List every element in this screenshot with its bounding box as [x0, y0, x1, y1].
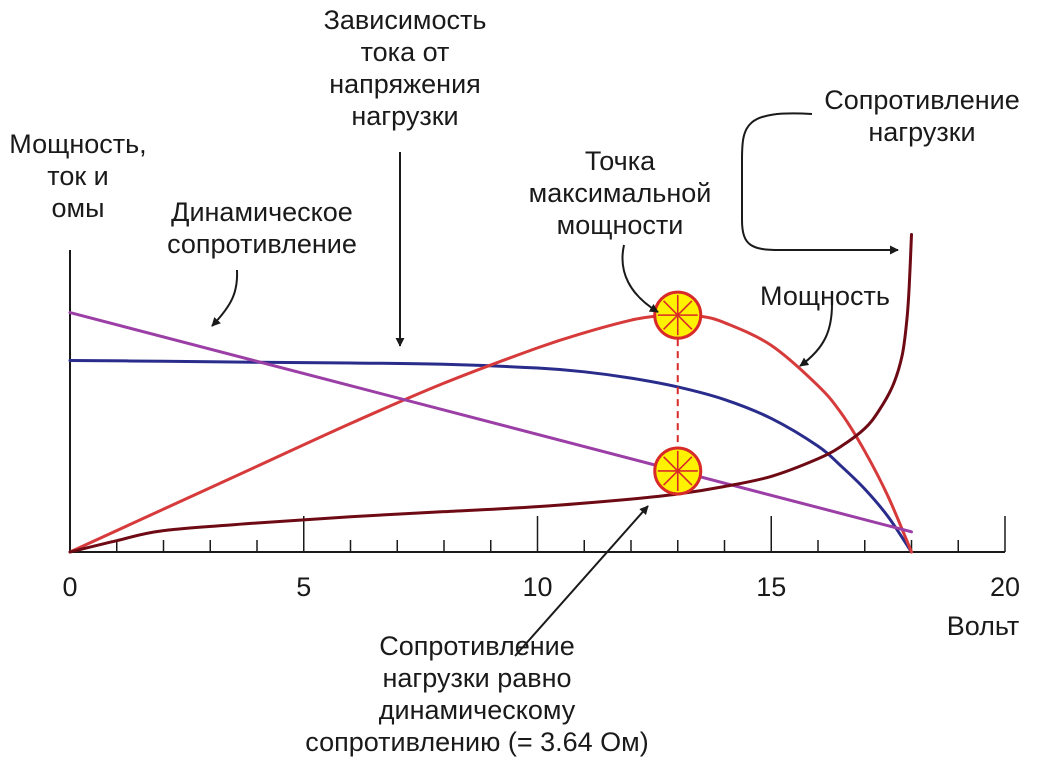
series-line [68, 232, 913, 554]
load-resistance-label: Сопротивление нагрузки [824, 85, 1020, 147]
series-line [68, 313, 913, 554]
power-arrow [799, 303, 833, 367]
equal-resistance-label: Сопротивление нагрузки равно динамическо… [305, 631, 649, 757]
axes: 0 5 10 15 20 [62, 250, 1020, 602]
x-axis-unit: Вольт [946, 611, 1020, 641]
load-resistance-arrow [741, 112, 899, 255]
max-power-marker [653, 290, 703, 340]
series-line [68, 311, 913, 534]
series-line [68, 358, 913, 554]
marker-spoke [663, 300, 693, 330]
power-label: Мощность [760, 281, 890, 311]
marker-spoke [663, 456, 693, 486]
x-tick-label: 5 [296, 572, 311, 602]
x-tick-label: 10 [522, 572, 552, 602]
equal-resistance-marker [653, 446, 703, 496]
series-layer [68, 232, 913, 554]
y-axis-title: Мощность, ток и омы [9, 129, 147, 223]
annotation-arrows [211, 112, 899, 657]
dynamic-resistance-arrow [211, 269, 239, 327]
equal-resistance-arrow [514, 505, 649, 657]
x-tick-label: 20 [990, 572, 1020, 602]
x-tick-label: 15 [756, 572, 786, 602]
dynamic-resistance-label: Динамическое сопротивление [167, 197, 357, 259]
markers [653, 290, 703, 496]
current-curve-label: Зависимость тока от напряжения нагрузки [323, 5, 487, 131]
max-power-point-label: Точка максимальной мощности [528, 146, 712, 240]
max-power-arrow [621, 244, 659, 313]
x-tick-label: 0 [62, 572, 77, 602]
